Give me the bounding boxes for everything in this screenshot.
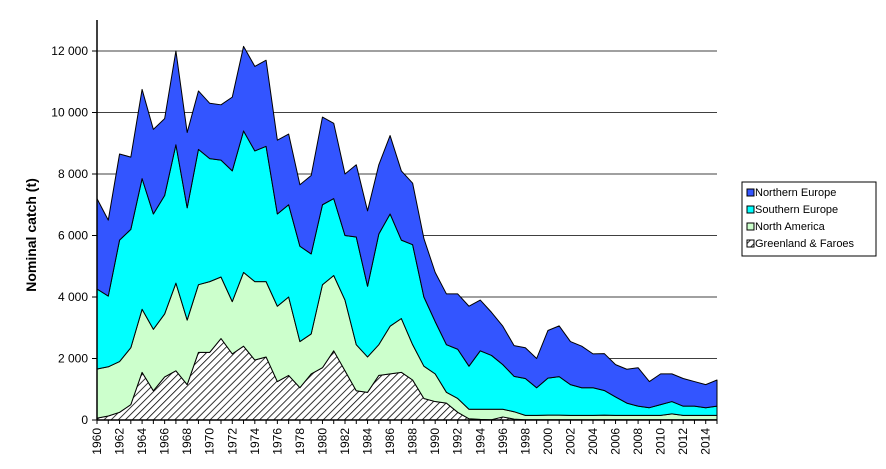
x-tick-label: 1998 (518, 428, 532, 455)
x-tick-label: 2008 (631, 428, 645, 455)
y-tick-label: 4 000 (58, 290, 88, 304)
x-tick-label: 2000 (541, 428, 555, 455)
x-tick-labels: 1960 1962 1964 1966 1968 1970 1972 1974 1976 1978… (90, 428, 713, 455)
x-tick-label: 1994 (473, 428, 487, 455)
legend-swatch (746, 188, 755, 197)
x-tick-label: 1964 (135, 428, 149, 455)
x-tick-label: 1970 (203, 428, 217, 455)
y-tick-label: 0 (81, 413, 88, 427)
y-tick-label: 2 000 (58, 352, 88, 366)
legend-swatch (746, 222, 755, 231)
y-tick-label: 6 000 (58, 229, 88, 243)
x-tick-label: 1996 (496, 428, 510, 455)
x-tick-label: 1968 (180, 428, 194, 455)
legend-label: Southern Europe (755, 204, 838, 216)
x-tick-label: 2010 (654, 428, 668, 455)
legend-box (741, 181, 877, 257)
x-tick-label: 2002 (564, 428, 578, 455)
x-tick-label: 1988 (406, 428, 420, 455)
x-tick-label: 1978 (293, 428, 307, 455)
x-tick-label: 1982 (338, 428, 352, 455)
x-tick-label: 2014 (699, 428, 713, 455)
y-axis-label: Nominal catch (t) (23, 178, 39, 292)
x-tick-label: 2012 (676, 428, 690, 455)
y-tick-label: 10 000 (51, 106, 88, 120)
y-tick-labels: 0 2 000 4 000 6 000 8 000 10 000 12 000 (51, 44, 88, 427)
x-tick-label: 2006 (609, 428, 623, 455)
x-tick-label: 1984 (361, 428, 375, 455)
legend-label: Northern Europe (755, 187, 836, 199)
x-tick-label: 1960 (90, 428, 104, 455)
x-tick-label: 1990 (428, 428, 442, 455)
axes (92, 20, 718, 424)
x-tick-label: 1972 (225, 428, 239, 455)
x-tick-label: 1992 (451, 428, 465, 455)
x-tick-label: 1974 (248, 428, 262, 455)
area-series-group (96, 45, 718, 421)
x-tick-label: 1986 (383, 428, 397, 455)
y-tick-label: 12 000 (51, 44, 88, 58)
legend-swatch (746, 205, 755, 214)
legend: Northern Europe Southern Europe North Amer… (741, 181, 877, 257)
x-tick-label: 2004 (586, 428, 600, 455)
legend-swatch (746, 239, 755, 248)
legend-label: North America (755, 221, 826, 233)
legend-label: Greenland & Faroes (755, 238, 855, 250)
x-tick-label: 1962 (113, 428, 127, 455)
y-tick-label: 8 000 (58, 167, 88, 181)
x-tick-label: 1966 (158, 428, 172, 455)
x-tick-label: 1976 (270, 428, 284, 455)
area-northern-europe (96, 45, 718, 409)
x-tick-label: 1980 (316, 428, 330, 455)
